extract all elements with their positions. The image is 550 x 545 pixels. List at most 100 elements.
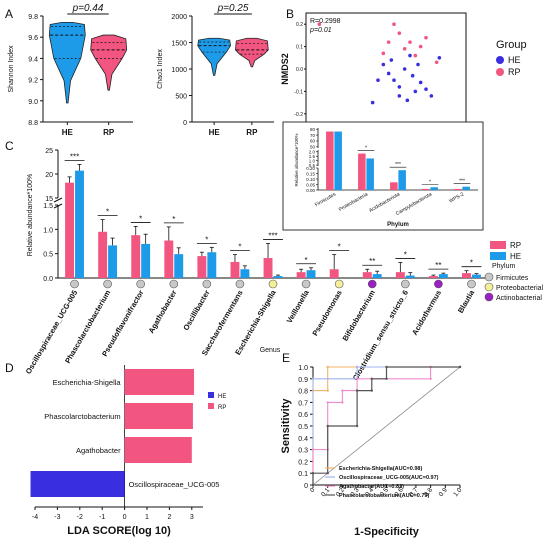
y-tick-label: 8.8 — [28, 120, 38, 127]
significance-stars: * — [404, 250, 407, 259]
significance-stars: * — [429, 179, 431, 185]
phylum-marker — [467, 279, 476, 289]
significance-stars: * — [470, 259, 473, 268]
y-tick-label: -0.2 — [294, 112, 303, 118]
roc-point — [311, 377, 315, 380]
bar-he — [372, 274, 382, 278]
bar-he — [471, 274, 481, 278]
scatter-point-he — [405, 98, 410, 103]
x-tick-label: 0 — [309, 486, 317, 494]
y-tick-label: 20 — [45, 172, 53, 179]
lda-bar-rp — [124, 437, 192, 463]
inset-y-tick-label: 1.5 — [309, 154, 316, 159]
lda-feature-label: Oscillospiraceae_UCG-005 — [129, 480, 220, 489]
bar-rp — [263, 258, 273, 278]
legend-swatch-he — [208, 392, 214, 398]
inset-bar-rp — [326, 131, 334, 190]
x-tick-label: 0.2 — [335, 486, 346, 498]
scatter-point-rp — [402, 47, 407, 51]
phylum-legend-label: Proteobacterial — [496, 285, 544, 292]
scatter-point-he — [413, 89, 418, 94]
lda-feature-label: Agathobacter — [76, 446, 121, 455]
significance-stars: * — [106, 208, 109, 217]
roc-point — [370, 389, 373, 392]
y-tick-label: 2000 — [171, 14, 187, 21]
bar-rp — [230, 261, 240, 278]
bar-rp — [329, 269, 339, 278]
scatter-point-rp — [424, 35, 428, 40]
significance-stars: * — [338, 243, 341, 252]
phylum-legend-marker — [484, 292, 494, 302]
significance-stars: *** — [268, 231, 277, 240]
phylum-marker — [434, 279, 443, 289]
inset-y-tick-label: 0.00 — [306, 188, 315, 193]
phylum-marker — [401, 279, 410, 289]
x-tick-label: HE — [62, 128, 74, 137]
x-tick-label: 0 — [123, 514, 127, 521]
y-tick-label: 9.2 — [28, 78, 38, 85]
y-tick-label: 9.8 — [28, 14, 38, 21]
y-tick-label: 0.5 — [43, 252, 53, 259]
bar-rp — [164, 240, 174, 278]
y-tick-label: 1.5 — [43, 203, 53, 210]
scatter-point-he — [397, 85, 402, 89]
scatter-point-he — [410, 73, 415, 78]
phylum-marker — [367, 279, 377, 289]
diagonal-reference — [312, 366, 461, 486]
x-tick-label: 2 — [167, 514, 171, 521]
x-tick-label: 3 — [190, 514, 194, 521]
x-axis-label: 1-Specificity — [354, 526, 420, 538]
bar-rp — [428, 276, 438, 278]
roc-point — [341, 401, 344, 404]
panel-label-d: D — [5, 361, 14, 375]
genus-label: Acidothermus — [410, 289, 443, 337]
axis-break-mark — [53, 203, 63, 209]
roc-point — [355, 365, 359, 369]
roc-point — [326, 424, 329, 428]
roc-point — [326, 472, 329, 475]
scatter-point-he — [402, 67, 407, 71]
roc-panel: 00.10.20.30.40.50.60.70.80.91.00 0.1 0.2 0.… — [280, 365, 464, 538]
genus-label: Clostridium_sensu_stricto_6 — [351, 289, 410, 383]
y-axis-label: Relative abundance*100% — [27, 174, 34, 257]
violin-he — [48, 21, 86, 104]
phylum-marker — [334, 279, 344, 289]
bar-he — [108, 245, 118, 278]
p-value-annotation: p=0.25 — [217, 3, 249, 14]
phylum-legend-label: Actinobacterial — [496, 295, 542, 302]
legend-label-he: HE — [508, 55, 521, 65]
x-tick-label: -2 — [77, 514, 83, 521]
inset-y-tick-label: 1.0 — [309, 158, 316, 163]
y-tick-label: 0.0 — [43, 276, 53, 283]
scatter-point-rp — [386, 40, 391, 44]
p-value-annotation: p=0.01 — [309, 27, 332, 34]
roc-curve — [312, 366, 460, 485]
legend-swatch-rp — [490, 241, 506, 249]
legend-label-rp: RP — [218, 405, 226, 411]
inset-frame — [282, 121, 484, 231]
legend-label-he: HE — [218, 394, 226, 400]
inset-y-tick-label: 2.0 — [309, 150, 316, 155]
x-tick-label: 0.8 — [423, 486, 434, 498]
inset-y-tick-label: 0.15 — [306, 171, 315, 176]
p-value-annotation: p=0.44 — [72, 3, 104, 14]
lda-bar-rp — [124, 369, 195, 395]
x-tick-label: RP — [246, 128, 258, 137]
genus-label: Bifidobacterium — [341, 288, 378, 342]
y-tick-label: 0 — [304, 483, 308, 490]
legend-marker-rp — [496, 68, 504, 76]
scatter-point-rp — [418, 44, 423, 49]
bar-rp — [131, 235, 141, 278]
legend-title: Group — [496, 39, 527, 51]
lda-panel: -4 -3 -2 -1 0 1 2 3 LDA SCORE(log 10) Escherichia… — [30, 365, 226, 537]
scatter-point-rp — [392, 22, 396, 27]
scatter-point-he — [381, 62, 386, 67]
legend-swatch-he — [490, 252, 506, 260]
x-tick-label: HE — [209, 128, 221, 137]
inset-bar-he — [430, 187, 438, 190]
y-tick-label: 500 — [175, 94, 187, 101]
inset-y-tick-label: 0.05 — [306, 182, 315, 187]
y-tick-label: 0.1 — [298, 471, 308, 478]
genus-label: Blautia — [456, 288, 477, 315]
